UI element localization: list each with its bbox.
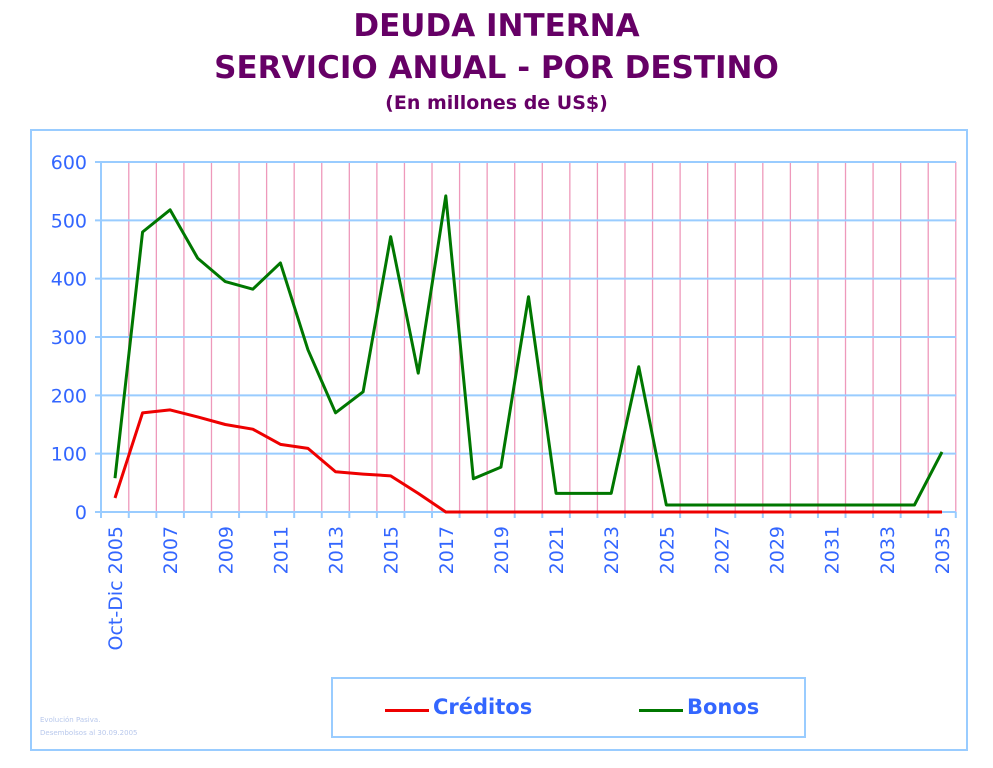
x-tick-label: 2019 <box>491 526 513 574</box>
x-tick-label: 2031 <box>822 526 844 574</box>
x-tick-label: 2013 <box>326 526 348 574</box>
legend-swatch-creditos <box>385 709 429 712</box>
legend: Créditos Bonos <box>331 677 806 738</box>
x-tick-label: Oct-Dic 2005 <box>105 526 127 650</box>
y-tick-label: 600 <box>51 152 87 174</box>
y-tick-label: 100 <box>51 444 87 466</box>
chart-subtitle: SERVICIO ANUAL - POR DESTINO <box>214 50 779 86</box>
x-tick-label: 2023 <box>601 526 623 574</box>
x-tick-label: 2029 <box>767 526 789 574</box>
x-tick-label: 2033 <box>877 526 899 574</box>
y-tick-label: 0 <box>75 502 87 524</box>
chart-units: (En millones de US$) <box>385 92 608 114</box>
x-tick-label: 2025 <box>656 526 678 574</box>
x-tick-label: 2027 <box>711 526 733 574</box>
series-line-creditos <box>113 408 942 514</box>
x-tick-label: 2021 <box>546 526 568 574</box>
x-tick-label: 2009 <box>215 526 237 574</box>
x-tick-label: 2015 <box>381 526 403 574</box>
footnote-line-1: Evolución Pasiva. <box>40 716 101 724</box>
y-tick-label: 400 <box>51 269 87 291</box>
y-tick-label: 300 <box>51 327 87 349</box>
x-tick-label: 2035 <box>932 526 954 574</box>
series-line-bonos <box>113 194 944 507</box>
legend-label-bonos: Bonos <box>687 695 760 719</box>
legend-label-creditos: Créditos <box>433 695 533 719</box>
y-tick-label: 500 <box>51 210 87 232</box>
chart-title: DEUDA INTERNA <box>353 8 640 44</box>
x-tick-label: 2007 <box>160 526 182 574</box>
y-tick-label: 200 <box>51 385 87 407</box>
chart-area <box>30 129 968 751</box>
x-tick-label: 2011 <box>270 526 292 574</box>
x-tick-label: 2017 <box>436 526 458 574</box>
footnote-line-2: Desembolsos al 30.09.2005 <box>40 729 138 737</box>
legend-swatch-bonos <box>639 709 683 712</box>
